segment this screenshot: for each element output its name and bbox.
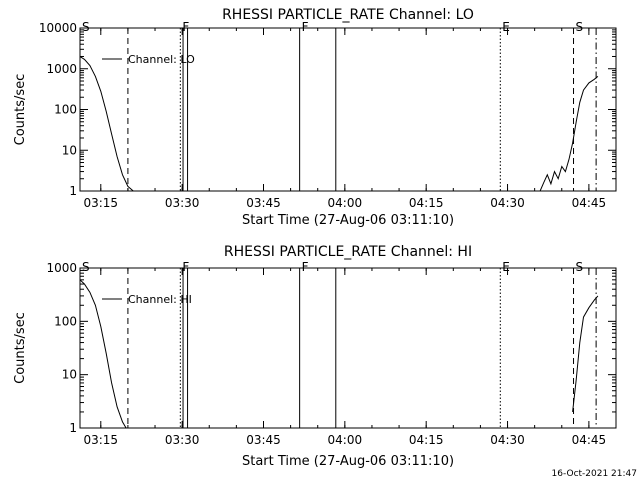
y-axis-label: Counts/sec bbox=[13, 312, 28, 384]
time-marker-label: F bbox=[302, 20, 309, 34]
y-tick-label: 10 bbox=[62, 143, 77, 157]
y-tick-label: 1000 bbox=[46, 261, 77, 275]
time-marker-label: F bbox=[182, 260, 189, 274]
series-path bbox=[539, 76, 599, 191]
y-tick-label: 1 bbox=[69, 184, 77, 198]
x-tick-label: 03:15 bbox=[83, 196, 118, 210]
footer-timestamp: 16-Oct-2021 21:47 bbox=[552, 469, 637, 479]
x-tick-label: 03:45 bbox=[246, 196, 281, 210]
panel-bottom: RHESSI PARTICLE_RATE Channel: HI 03:15 03:… bbox=[13, 244, 617, 469]
x-tick-label: 04:00 bbox=[328, 196, 363, 210]
y-tick-label: 100 bbox=[54, 314, 77, 328]
time-marker-label: S bbox=[82, 20, 90, 34]
series-path bbox=[572, 295, 599, 412]
y-axis-label: Counts/sec bbox=[13, 74, 28, 146]
x-tick-label: 04:30 bbox=[490, 433, 525, 447]
time-marker-label: E bbox=[502, 20, 510, 34]
time-marker-label: E bbox=[502, 260, 510, 274]
y-tick-label: 10000 bbox=[39, 21, 77, 35]
panel-top: RHESSI PARTICLE_RATE Channel: LO 03:15 03:… bbox=[13, 7, 617, 228]
legend-entry: Channel: HI bbox=[128, 293, 192, 306]
x-tick-label: 03:45 bbox=[246, 433, 281, 447]
x-tick-label: 04:45 bbox=[572, 433, 607, 447]
x-axis-label: Start Time (27-Aug-06 03:11:10) bbox=[242, 454, 454, 469]
time-marker-label: S bbox=[576, 260, 584, 274]
time-marker-label: S bbox=[82, 260, 90, 274]
y-tick-label: 10 bbox=[62, 368, 77, 382]
series-line bbox=[80, 56, 599, 191]
x-tick-label: 04:15 bbox=[409, 433, 444, 447]
time-marker-label: F bbox=[302, 260, 309, 274]
legend-entry: Channel: LO bbox=[128, 53, 195, 66]
time-marker-label: S bbox=[576, 20, 584, 34]
chart-title: RHESSI PARTICLE_RATE Channel: HI bbox=[224, 244, 472, 260]
x-axis-label: Start Time (27-Aug-06 03:11:10) bbox=[242, 213, 454, 228]
time-marker-label: F bbox=[182, 20, 189, 34]
x-tick-label: 03:30 bbox=[165, 433, 200, 447]
series-line bbox=[80, 279, 599, 428]
x-tick-label: 04:15 bbox=[409, 196, 444, 210]
y-tick-label: 1 bbox=[69, 421, 77, 435]
series-path bbox=[80, 56, 134, 191]
x-tick-label: 04:00 bbox=[328, 433, 363, 447]
series-path bbox=[80, 279, 127, 428]
chart-title: RHESSI PARTICLE_RATE Channel: LO bbox=[222, 7, 474, 23]
x-tick-label: 04:45 bbox=[572, 196, 607, 210]
y-tick-label: 100 bbox=[54, 103, 77, 117]
x-tick-label: 04:30 bbox=[490, 196, 525, 210]
x-tick-label: 03:30 bbox=[165, 196, 200, 210]
x-tick-label: 03:15 bbox=[83, 433, 118, 447]
y-tick-label: 1000 bbox=[46, 62, 77, 76]
